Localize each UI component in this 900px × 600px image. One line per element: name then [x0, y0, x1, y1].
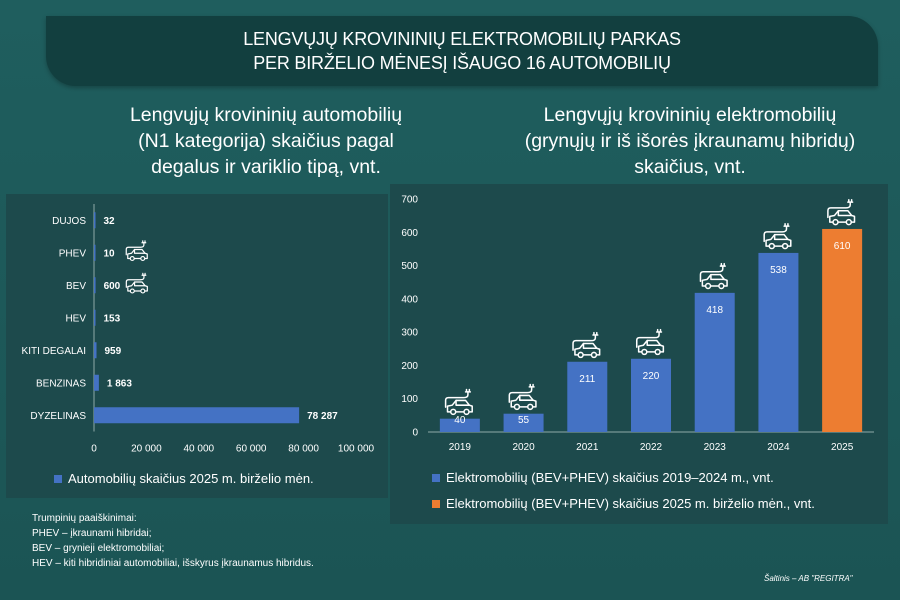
left-chart-title-line: degalus ir variklio tipą, vnt. [151, 156, 381, 178]
data-label: 600 [104, 281, 121, 292]
y-tick-label: 600 [401, 228, 418, 239]
x-tick-label: 0 [91, 444, 97, 455]
bar-dujos [94, 212, 96, 229]
right-chart-title-line: (grynųjų ir iš išorės įkraunamų hibridų) [524, 130, 856, 152]
data-label: 78 287 [307, 411, 338, 422]
x-tick-label: 2019 [449, 442, 472, 453]
x-tick-label: 2021 [576, 442, 599, 453]
left-chart-title: Lengvųjų krovininių automobilių (N1 kate… [76, 102, 456, 180]
data-label: 538 [770, 265, 787, 276]
title-line-2: PER BIRŽELIO MĖNESĮ IŠAUGO 16 AUTOMOBILI… [253, 53, 671, 73]
y-tick-label: 700 [401, 195, 418, 206]
bar-2025 [822, 228, 863, 432]
ev-charging-car-icon [635, 328, 665, 356]
data-label: 153 [104, 313, 121, 324]
category-label: HEV [65, 313, 86, 324]
data-label: 1 863 [107, 378, 132, 389]
left-chart-panel [6, 194, 388, 498]
x-tick-label: 100 000 [338, 444, 375, 455]
x-tick-label: 80 000 [288, 444, 319, 455]
left-chart-title-line: (N1 kategorija) skaičius pagal [138, 130, 394, 152]
ev-charging-car-icon [572, 331, 601, 359]
bar-2022 [631, 358, 671, 432]
right-chart-title-line: Lengvųjų krovininių elektromobilių [543, 104, 837, 126]
category-label: BENZINAS [36, 378, 86, 389]
category-label: DYZELINAS [30, 411, 86, 422]
bar-benzinas [94, 374, 99, 391]
ev-charging-car-icon [125, 240, 148, 262]
right-legend-2025: Elektromobilių (BEV+PHEV) skaičius 2025 … [432, 496, 815, 511]
data-label: 211 [579, 374, 595, 385]
x-tick-label: 60 000 [236, 444, 267, 455]
y-tick-label: 0 [412, 428, 418, 439]
data-label: 55 [518, 415, 530, 426]
ev-charging-car-icon [508, 383, 537, 411]
ev-charging-car-icon [125, 272, 148, 294]
x-tick-label: 40 000 [184, 444, 215, 455]
x-tick-label: 2023 [704, 442, 727, 453]
y-tick-label: 500 [401, 261, 418, 272]
right-chart-panel [390, 184, 888, 524]
legend-swatch [432, 473, 440, 482]
right-chart-title-line: skaičius, vnt. [634, 156, 746, 178]
left-legend-label: Automobilių skaičius 2025 m. birželio mė… [68, 471, 314, 486]
y-tick-label: 200 [401, 361, 418, 372]
bar-dyzelinas [94, 407, 300, 424]
x-tick-label: 2022 [640, 442, 663, 453]
right-legend-2019-2024: Elektromobilių (BEV+PHEV) skaičius 2019–… [432, 470, 774, 485]
legend-swatch [54, 474, 62, 483]
bar-phev [94, 244, 96, 261]
abbreviation-notes: Trumpinių paaiškinimai: PHEV – įkraunami… [32, 511, 314, 571]
data-label: 959 [105, 346, 122, 357]
ev-charging-car-icon [444, 388, 473, 416]
x-tick-label: 2025 [831, 442, 854, 453]
data-label: 10 [104, 248, 116, 259]
notes-line: HEV – kiti hibridiniai automobiliai, išs… [32, 558, 314, 569]
category-label: DUJOS [52, 216, 86, 227]
bar-2019 [439, 418, 480, 432]
category-label: KITI DEGALAI [22, 346, 86, 357]
data-label: 418 [706, 305, 723, 316]
ev-charging-car-icon [827, 199, 856, 226]
category-label: BEV [66, 281, 86, 292]
data-label: 610 [834, 241, 851, 252]
left-legend: Automobilių skaičius 2025 m. birželio mė… [54, 471, 314, 486]
left-chart-title-line: Lengvųjų krovininių automobilių [129, 104, 403, 126]
category-label: PHEV [59, 248, 87, 259]
x-tick-label: 2024 [767, 442, 790, 453]
right-legend-label: Elektromobilių (BEV+PHEV) skaičius 2025 … [446, 496, 815, 511]
ev-charging-car-icon [763, 222, 792, 250]
bar-hev [94, 309, 96, 326]
data-label: 220 [643, 371, 660, 382]
bar-2020 [503, 413, 544, 432]
source-note: Šaltinis – AB "REGITRA" [764, 574, 853, 583]
y-tick-label: 400 [401, 294, 418, 305]
y-tick-label: 100 [401, 394, 418, 405]
right-chart-title: Lengvųjų krovininių elektromobilių (gryn… [480, 102, 900, 180]
bar-2021 [567, 361, 608, 432]
bar-2023 [694, 292, 735, 432]
y-tick-label: 300 [401, 328, 418, 339]
title-banner: LENGVŲJŲ KROVININIŲ ELEKTROMOBILIŲ PARKA… [46, 16, 878, 86]
bar-bev [94, 277, 96, 294]
x-tick-label: 2020 [512, 442, 535, 453]
data-label: 32 [104, 216, 116, 227]
notes-line: PHEV – įkraunami hibridai; [32, 528, 152, 539]
notes-line: BEV – grynieji elektromobiliai; [32, 543, 165, 554]
x-tick-label: 20 000 [131, 444, 162, 455]
right-legend-label: Elektromobilių (BEV+PHEV) skaičius 2019–… [446, 470, 774, 485]
data-label: 40 [454, 415, 466, 426]
bar-kiti-degalai [94, 342, 97, 359]
bar-2024 [758, 252, 799, 432]
title-line-1: LENGVŲJŲ KROVININIŲ ELEKTROMOBILIŲ PARKA… [243, 29, 681, 49]
ev-charging-car-icon [699, 262, 728, 290]
legend-swatch [432, 499, 440, 508]
notes-heading: Trumpinių paaiškinimai: [32, 513, 137, 524]
